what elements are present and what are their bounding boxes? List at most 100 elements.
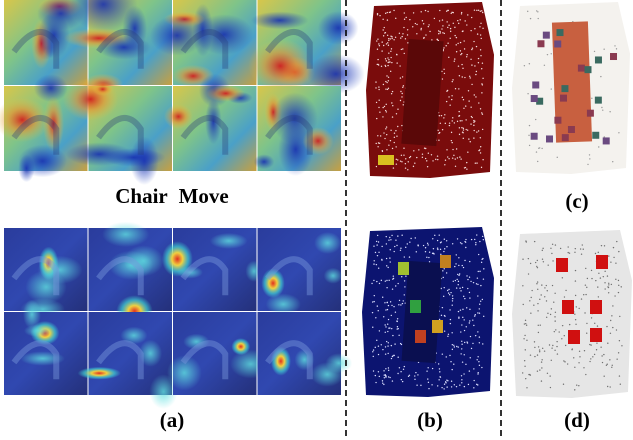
point bbox=[462, 309, 463, 310]
point bbox=[399, 33, 400, 34]
heat-blob bbox=[164, 104, 193, 129]
point bbox=[403, 369, 404, 370]
point bbox=[396, 62, 397, 63]
point bbox=[551, 308, 552, 309]
point bbox=[551, 347, 552, 348]
point bbox=[392, 116, 393, 117]
point bbox=[473, 325, 474, 326]
point bbox=[387, 324, 388, 325]
point bbox=[388, 280, 389, 281]
point bbox=[619, 340, 620, 341]
point bbox=[475, 163, 476, 164]
point bbox=[434, 235, 435, 236]
point bbox=[578, 362, 579, 363]
point bbox=[405, 276, 406, 277]
point bbox=[409, 19, 410, 20]
point bbox=[397, 318, 398, 319]
point bbox=[382, 380, 383, 381]
point bbox=[428, 24, 429, 25]
point bbox=[448, 289, 449, 290]
table bbox=[402, 261, 443, 363]
point bbox=[534, 241, 535, 242]
point bbox=[439, 371, 440, 372]
point bbox=[372, 327, 373, 328]
point bbox=[456, 37, 457, 38]
point bbox=[608, 287, 609, 288]
point bbox=[601, 107, 602, 108]
point bbox=[537, 303, 538, 304]
point bbox=[574, 313, 575, 314]
point bbox=[387, 89, 388, 90]
point bbox=[387, 345, 388, 346]
point bbox=[483, 316, 484, 317]
point bbox=[554, 320, 555, 321]
point bbox=[610, 320, 611, 321]
point bbox=[480, 108, 481, 109]
point bbox=[393, 275, 394, 276]
point bbox=[406, 17, 407, 18]
point bbox=[473, 122, 474, 123]
point bbox=[385, 326, 386, 327]
point bbox=[442, 353, 443, 354]
point bbox=[389, 257, 390, 258]
point bbox=[389, 12, 390, 13]
point bbox=[554, 316, 555, 317]
point bbox=[618, 292, 619, 293]
point bbox=[463, 267, 464, 268]
point bbox=[407, 243, 408, 244]
point bbox=[425, 34, 426, 35]
point bbox=[546, 317, 547, 318]
point bbox=[458, 257, 459, 258]
point bbox=[549, 344, 550, 345]
point bbox=[375, 81, 376, 82]
point bbox=[473, 41, 474, 42]
point bbox=[437, 385, 438, 386]
point bbox=[377, 146, 378, 147]
point bbox=[468, 90, 469, 91]
point bbox=[584, 350, 585, 351]
point bbox=[594, 323, 595, 324]
point bbox=[403, 27, 404, 28]
point bbox=[425, 247, 426, 248]
point bbox=[398, 328, 399, 329]
point bbox=[589, 158, 590, 159]
point bbox=[388, 370, 389, 371]
point bbox=[555, 329, 556, 330]
point bbox=[451, 332, 452, 333]
point bbox=[480, 285, 481, 286]
point bbox=[405, 163, 406, 164]
point bbox=[403, 300, 404, 301]
point bbox=[463, 129, 464, 130]
point bbox=[415, 23, 416, 24]
point bbox=[592, 356, 593, 357]
chair bbox=[398, 262, 409, 275]
point bbox=[441, 315, 442, 316]
point bbox=[373, 246, 374, 247]
point bbox=[428, 26, 429, 27]
point bbox=[595, 253, 596, 254]
point bbox=[456, 346, 457, 347]
point bbox=[470, 107, 471, 108]
point bbox=[481, 10, 482, 11]
point bbox=[567, 363, 568, 364]
point bbox=[378, 371, 379, 372]
point bbox=[533, 305, 534, 306]
point bbox=[391, 328, 392, 329]
point bbox=[480, 55, 481, 56]
point bbox=[480, 146, 481, 147]
chair bbox=[568, 330, 580, 344]
point bbox=[453, 23, 454, 24]
point bbox=[580, 248, 581, 249]
point bbox=[381, 66, 382, 67]
point bbox=[458, 311, 459, 312]
point bbox=[603, 354, 604, 355]
point bbox=[372, 351, 373, 352]
chair bbox=[596, 255, 608, 269]
point bbox=[381, 41, 382, 42]
point bbox=[569, 253, 570, 254]
point bbox=[466, 307, 467, 308]
point bbox=[554, 293, 555, 294]
point bbox=[456, 287, 457, 288]
point bbox=[385, 65, 386, 66]
point bbox=[555, 244, 556, 245]
